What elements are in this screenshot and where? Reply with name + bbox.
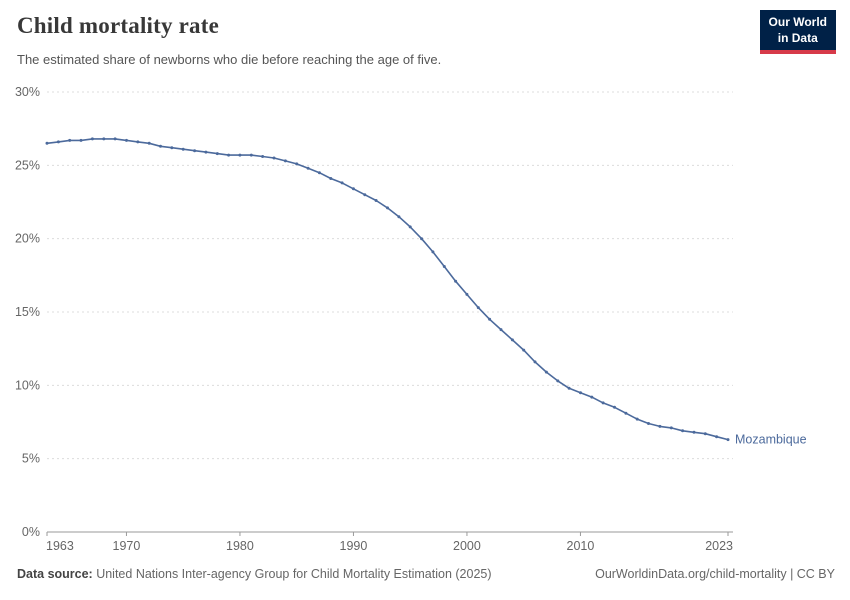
y-axis-label: 5%: [22, 452, 40, 466]
data-point[interactable]: [635, 417, 639, 421]
data-point[interactable]: [227, 153, 231, 157]
data-point[interactable]: [703, 432, 707, 436]
data-source: Data source: United Nations Inter-agency…: [17, 567, 492, 581]
data-source-label: Data source:: [17, 567, 93, 581]
data-point[interactable]: [692, 430, 696, 434]
x-axis-label: 2010: [567, 539, 595, 553]
x-axis-label: 2000: [453, 539, 481, 553]
data-point[interactable]: [306, 166, 310, 170]
data-point[interactable]: [624, 411, 628, 415]
data-point[interactable]: [465, 292, 469, 296]
data-point[interactable]: [329, 177, 333, 180]
data-point[interactable]: [181, 147, 185, 151]
data-point[interactable]: [681, 429, 685, 433]
data-point[interactable]: [45, 141, 49, 145]
data-point[interactable]: [533, 360, 537, 364]
data-point[interactable]: [249, 153, 253, 157]
x-axis-label: 1990: [340, 539, 368, 553]
x-axis-label: 2023: [705, 539, 733, 553]
y-axis-label: 0%: [22, 525, 40, 539]
data-point[interactable]: [295, 162, 299, 166]
data-point[interactable]: [556, 379, 560, 383]
data-point[interactable]: [363, 193, 367, 197]
data-point[interactable]: [193, 149, 197, 153]
data-point[interactable]: [658, 424, 662, 428]
data-point[interactable]: [579, 391, 582, 395]
data-point[interactable]: [510, 338, 514, 342]
data-point[interactable]: [647, 422, 650, 425]
data-point[interactable]: [408, 225, 412, 229]
owid-logo[interactable]: Our World in Data: [759, 10, 836, 55]
data-point[interactable]: [147, 141, 151, 145]
data-point[interactable]: [488, 317, 492, 321]
chart-footer: Data source: United Nations Inter-agency…: [17, 567, 835, 581]
data-point[interactable]: [715, 435, 719, 439]
data-point[interactable]: [499, 328, 503, 332]
data-point[interactable]: [283, 159, 287, 163]
data-point[interactable]: [374, 199, 378, 202]
data-point[interactable]: [204, 150, 208, 154]
data-point[interactable]: [113, 137, 117, 141]
data-point[interactable]: [136, 140, 140, 144]
owid-logo-line1: Our World: [768, 15, 827, 29]
y-axis-label: 15%: [15, 305, 40, 319]
data-point[interactable]: [476, 306, 480, 310]
data-point[interactable]: [669, 426, 673, 430]
data-point[interactable]: [238, 153, 242, 157]
x-axis-label: 1970: [113, 539, 141, 553]
data-point[interactable]: [613, 405, 616, 409]
owid-link[interactable]: OurWorldinData.org/child-mortality | CC …: [595, 567, 835, 581]
owid-logo-line2: in Data: [777, 30, 818, 45]
data-point[interactable]: [397, 215, 401, 219]
data-source-text: United Nations Inter-agency Group for Ch…: [92, 567, 492, 581]
data-point[interactable]: [544, 370, 548, 374]
data-point[interactable]: [590, 395, 594, 399]
data-point[interactable]: [726, 438, 730, 442]
data-point[interactable]: [420, 237, 424, 241]
x-axis-label: 1980: [226, 539, 254, 553]
data-point[interactable]: [601, 401, 605, 405]
page-title: Child mortality rate: [17, 13, 220, 38]
data-point[interactable]: [340, 181, 344, 185]
data-point[interactable]: [442, 265, 446, 268]
page-subtitle: The estimated share of newborns who die …: [17, 52, 442, 67]
data-point[interactable]: [317, 171, 321, 175]
data-point[interactable]: [170, 146, 174, 150]
data-point[interactable]: [90, 137, 94, 141]
data-point[interactable]: [102, 137, 106, 141]
data-point[interactable]: [56, 140, 60, 144]
data-point[interactable]: [386, 206, 389, 210]
data-point[interactable]: [522, 348, 526, 352]
data-point[interactable]: [79, 138, 83, 142]
data-point[interactable]: [159, 144, 162, 148]
data-point[interactable]: [454, 279, 458, 283]
data-point[interactable]: [215, 152, 219, 156]
data-point[interactable]: [431, 250, 435, 254]
y-axis-label: 30%: [15, 85, 40, 99]
series-line-mozambique[interactable]: [46, 138, 729, 441]
x-axis-label: 1963: [46, 539, 74, 553]
data-point[interactable]: [351, 187, 355, 191]
data-point[interactable]: [68, 138, 72, 142]
data-point[interactable]: [272, 156, 276, 160]
y-axis-label: 20%: [15, 232, 40, 246]
series-label-mozambique[interactable]: Mozambique: [735, 433, 807, 447]
data-point[interactable]: [125, 138, 128, 142]
data-point[interactable]: [567, 386, 571, 390]
y-axis-label: 25%: [15, 158, 40, 172]
y-axis-label: 10%: [15, 378, 40, 392]
data-point[interactable]: [261, 155, 265, 158]
